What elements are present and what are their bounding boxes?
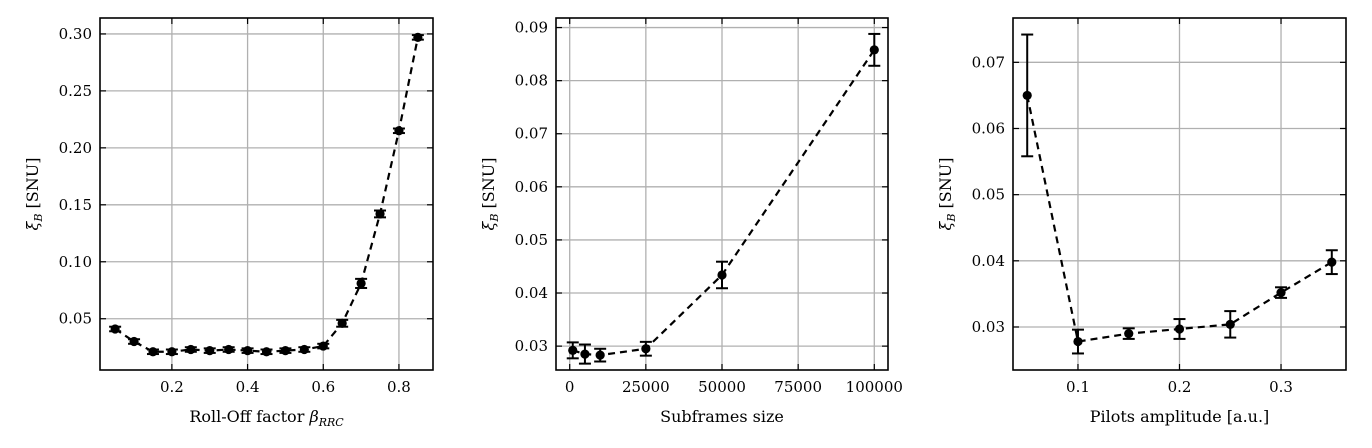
data-point <box>205 346 215 356</box>
chart-panel-3: 0.1 0.2 0.3 0.03 0.04 0.05 0.06 0.07 Pilots ampl… <box>936 17 1347 426</box>
x-axis-label: Pilots amplitude [a.u.] <box>1090 407 1270 426</box>
data-point <box>1327 257 1337 267</box>
y-tick-label: 0.03 <box>515 337 548 355</box>
series-line <box>114 37 419 353</box>
data-point <box>375 209 385 219</box>
y-tick-label: 0.05 <box>972 186 1005 204</box>
x-tick-label: 0.4 <box>236 378 260 396</box>
data-point <box>1073 336 1083 347</box>
x-tick-label: 0.8 <box>387 378 411 396</box>
data-point <box>394 126 404 136</box>
series-line <box>572 49 876 357</box>
x-axis-label: Roll-Off factor βRRC <box>189 407 344 429</box>
data-point <box>129 336 139 347</box>
y-tick-label: 0.05 <box>515 231 548 249</box>
x-tick-label: 0.6 <box>311 378 335 396</box>
data-point <box>167 347 177 357</box>
data-point <box>186 344 196 355</box>
y-tick-label: 0.03 <box>972 318 1005 336</box>
y-tick-label: 0.06 <box>972 119 1005 137</box>
data-point <box>261 347 272 357</box>
data-point <box>1022 90 1032 101</box>
y-tick-label: 0.07 <box>515 125 548 143</box>
y-tick-label: 0.04 <box>515 284 548 302</box>
plot-frame <box>99 17 434 371</box>
data-point <box>318 341 328 351</box>
data-point <box>1225 319 1235 329</box>
data-point <box>413 32 423 42</box>
x-tick-label: 0.1 <box>1066 378 1090 396</box>
data-point <box>337 318 347 328</box>
chart-panel-2: 0 25000 50000 75000 100000 0.03 0.04 0.05 0.06 0.… <box>479 17 903 426</box>
y-tick-label: 0.04 <box>972 252 1005 270</box>
chart-panel-1: 0.2 0.4 0.6 0.8 0.05 0.10 0.15 0.20 0.25 0.30 Roll… <box>23 17 434 429</box>
y-tick-label: 0.10 <box>59 253 92 271</box>
x-tick-label: 50000 <box>698 378 746 396</box>
data-point <box>1276 287 1286 298</box>
data-point <box>224 344 234 355</box>
data-point <box>1174 324 1185 334</box>
data-point <box>595 350 605 360</box>
data-point <box>242 346 253 356</box>
data-point <box>568 345 578 355</box>
data-point <box>280 346 291 356</box>
y-tick-label: 0.15 <box>59 196 92 214</box>
data-point <box>110 324 120 334</box>
y-tick-label: 0.09 <box>515 19 548 37</box>
y-tick-label: 0.25 <box>59 82 92 100</box>
x-tick-label: 0 <box>565 378 575 396</box>
data-point <box>869 45 879 55</box>
y-tick-label: 0.20 <box>59 139 92 157</box>
x-tick-label: 0.2 <box>160 378 184 396</box>
data-point <box>641 344 651 354</box>
y-axis-label: ξB [SNU] <box>936 158 958 231</box>
x-tick-label: 0.3 <box>1269 378 1293 396</box>
y-tick-label: 0.05 <box>59 310 92 328</box>
data-point <box>1124 329 1134 339</box>
data-point <box>148 347 158 357</box>
y-tick-label: 0.08 <box>515 72 548 90</box>
y-tick-label: 0.07 <box>972 53 1005 71</box>
y-axis-label: ξB [SNU] <box>479 158 501 231</box>
data-point <box>717 270 727 280</box>
data-point <box>580 349 590 359</box>
y-axis-label: ξB [SNU] <box>23 158 45 231</box>
x-tick-label: 25000 <box>622 378 670 396</box>
x-tick-label: 0.2 <box>1168 378 1192 396</box>
data-point <box>299 344 309 355</box>
x-tick-label: 100000 <box>846 378 903 396</box>
y-tick-label: 0.06 <box>515 178 548 196</box>
x-tick-label: 75000 <box>774 378 822 396</box>
y-tick-label: 0.30 <box>59 25 92 43</box>
x-axis-label: Subframes size <box>660 407 784 426</box>
data-point <box>356 278 366 289</box>
